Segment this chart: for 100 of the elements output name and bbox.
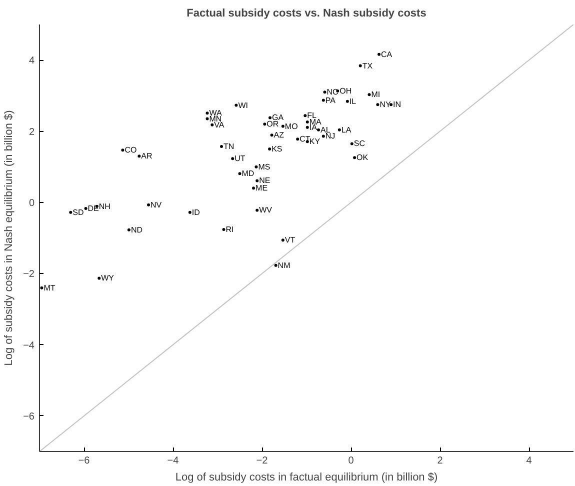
point <box>84 206 88 210</box>
y-tick-label: −2 <box>23 269 35 280</box>
x-tick-label: 0 <box>348 456 354 466</box>
point <box>296 138 300 141</box>
data-label: AZ <box>274 130 284 140</box>
data-label: FL <box>307 111 318 120</box>
data-label: AL <box>320 125 331 134</box>
x-tick-label: 2 <box>437 456 444 466</box>
data-label: SC <box>354 139 366 148</box>
point <box>254 165 258 168</box>
data-label: OK <box>356 153 369 162</box>
point <box>98 276 101 280</box>
point <box>188 210 192 214</box>
point <box>238 172 242 176</box>
point <box>234 104 238 107</box>
point <box>281 238 284 242</box>
y-tick-label: 0 <box>28 198 35 209</box>
point <box>323 90 326 94</box>
data-label: WY <box>101 274 115 283</box>
y-tick-label: 2 <box>28 126 35 138</box>
point <box>306 126 309 129</box>
point <box>322 134 325 138</box>
point <box>231 157 234 160</box>
chart-title: Factual subsidy costs vs. Nash subsidy costs <box>186 8 426 20</box>
point <box>222 228 226 231</box>
data-label: WI <box>238 100 248 110</box>
point <box>256 179 259 182</box>
data-label: MI <box>371 90 380 100</box>
x-tick-label: −2 <box>256 456 268 466</box>
data-label: NM <box>278 260 291 270</box>
data-label: AR <box>141 152 153 161</box>
data-label: KS <box>272 144 282 154</box>
data-label: NE <box>259 176 270 186</box>
point <box>358 64 362 68</box>
data-label: SD <box>72 208 84 217</box>
point <box>317 128 320 132</box>
data-label: TX <box>362 61 374 70</box>
data-label: LA <box>341 125 352 134</box>
data-label: UT <box>234 154 246 164</box>
data-label: GA <box>272 113 284 122</box>
point <box>304 114 307 118</box>
x-tick-label: −4 <box>167 456 180 466</box>
data-label: NC <box>326 88 339 97</box>
data-label: TN <box>224 142 234 152</box>
point <box>127 228 130 232</box>
data-label: IL <box>349 96 357 106</box>
point <box>368 93 371 96</box>
y-axis-title: Log of subsidy costs in Nash equilibrium (in billion $) <box>3 110 16 366</box>
point <box>210 123 214 126</box>
point <box>40 286 44 290</box>
point <box>69 210 72 214</box>
point <box>220 145 224 148</box>
x-axis-title: Log of subsidy costs in factual equilibrium (in billion $) <box>175 472 438 484</box>
y-tick-label: −4 <box>23 340 35 352</box>
point <box>346 100 349 103</box>
x-tick-label: 4 <box>526 456 532 466</box>
data-label: CT <box>300 134 310 144</box>
point <box>147 203 150 206</box>
point <box>281 124 284 128</box>
data-label: ND <box>130 225 143 234</box>
data-label: NH <box>98 202 111 211</box>
point <box>322 98 325 102</box>
data-label: NY <box>380 100 392 110</box>
point <box>252 186 256 190</box>
x-tick-label: −6 <box>78 456 90 466</box>
data-label: PA <box>325 96 336 105</box>
data-label: VT <box>284 236 296 245</box>
point <box>376 103 380 106</box>
point <box>274 264 278 267</box>
point <box>206 112 209 115</box>
data-label: KY <box>309 137 321 146</box>
point <box>306 120 309 124</box>
data-label: CO <box>124 146 137 155</box>
data-label: NV <box>150 200 162 210</box>
data-label: WV <box>259 206 273 215</box>
data-label: MO <box>284 122 298 131</box>
y-tick-label: 4 <box>28 56 35 67</box>
data-label: CA <box>381 50 393 59</box>
point <box>353 156 356 160</box>
y-tick-label: −6 <box>23 411 35 422</box>
data-label: RI <box>226 224 234 234</box>
point <box>121 148 124 152</box>
data-label: ME <box>256 184 268 193</box>
data-label: MD <box>242 169 254 178</box>
data-label: MS <box>258 162 270 172</box>
point <box>268 116 272 120</box>
point <box>268 148 272 151</box>
data-label: MT <box>44 283 56 292</box>
point <box>138 154 141 158</box>
point <box>378 52 381 56</box>
data-label: IN <box>393 100 402 110</box>
point <box>256 208 259 212</box>
data-label: OR <box>266 120 279 129</box>
data-label: OH <box>340 86 352 96</box>
data-label: NJ <box>325 132 336 141</box>
point <box>270 134 274 137</box>
data-label: ID <box>192 208 200 217</box>
point <box>263 122 266 126</box>
point <box>206 117 209 120</box>
point <box>350 142 354 146</box>
